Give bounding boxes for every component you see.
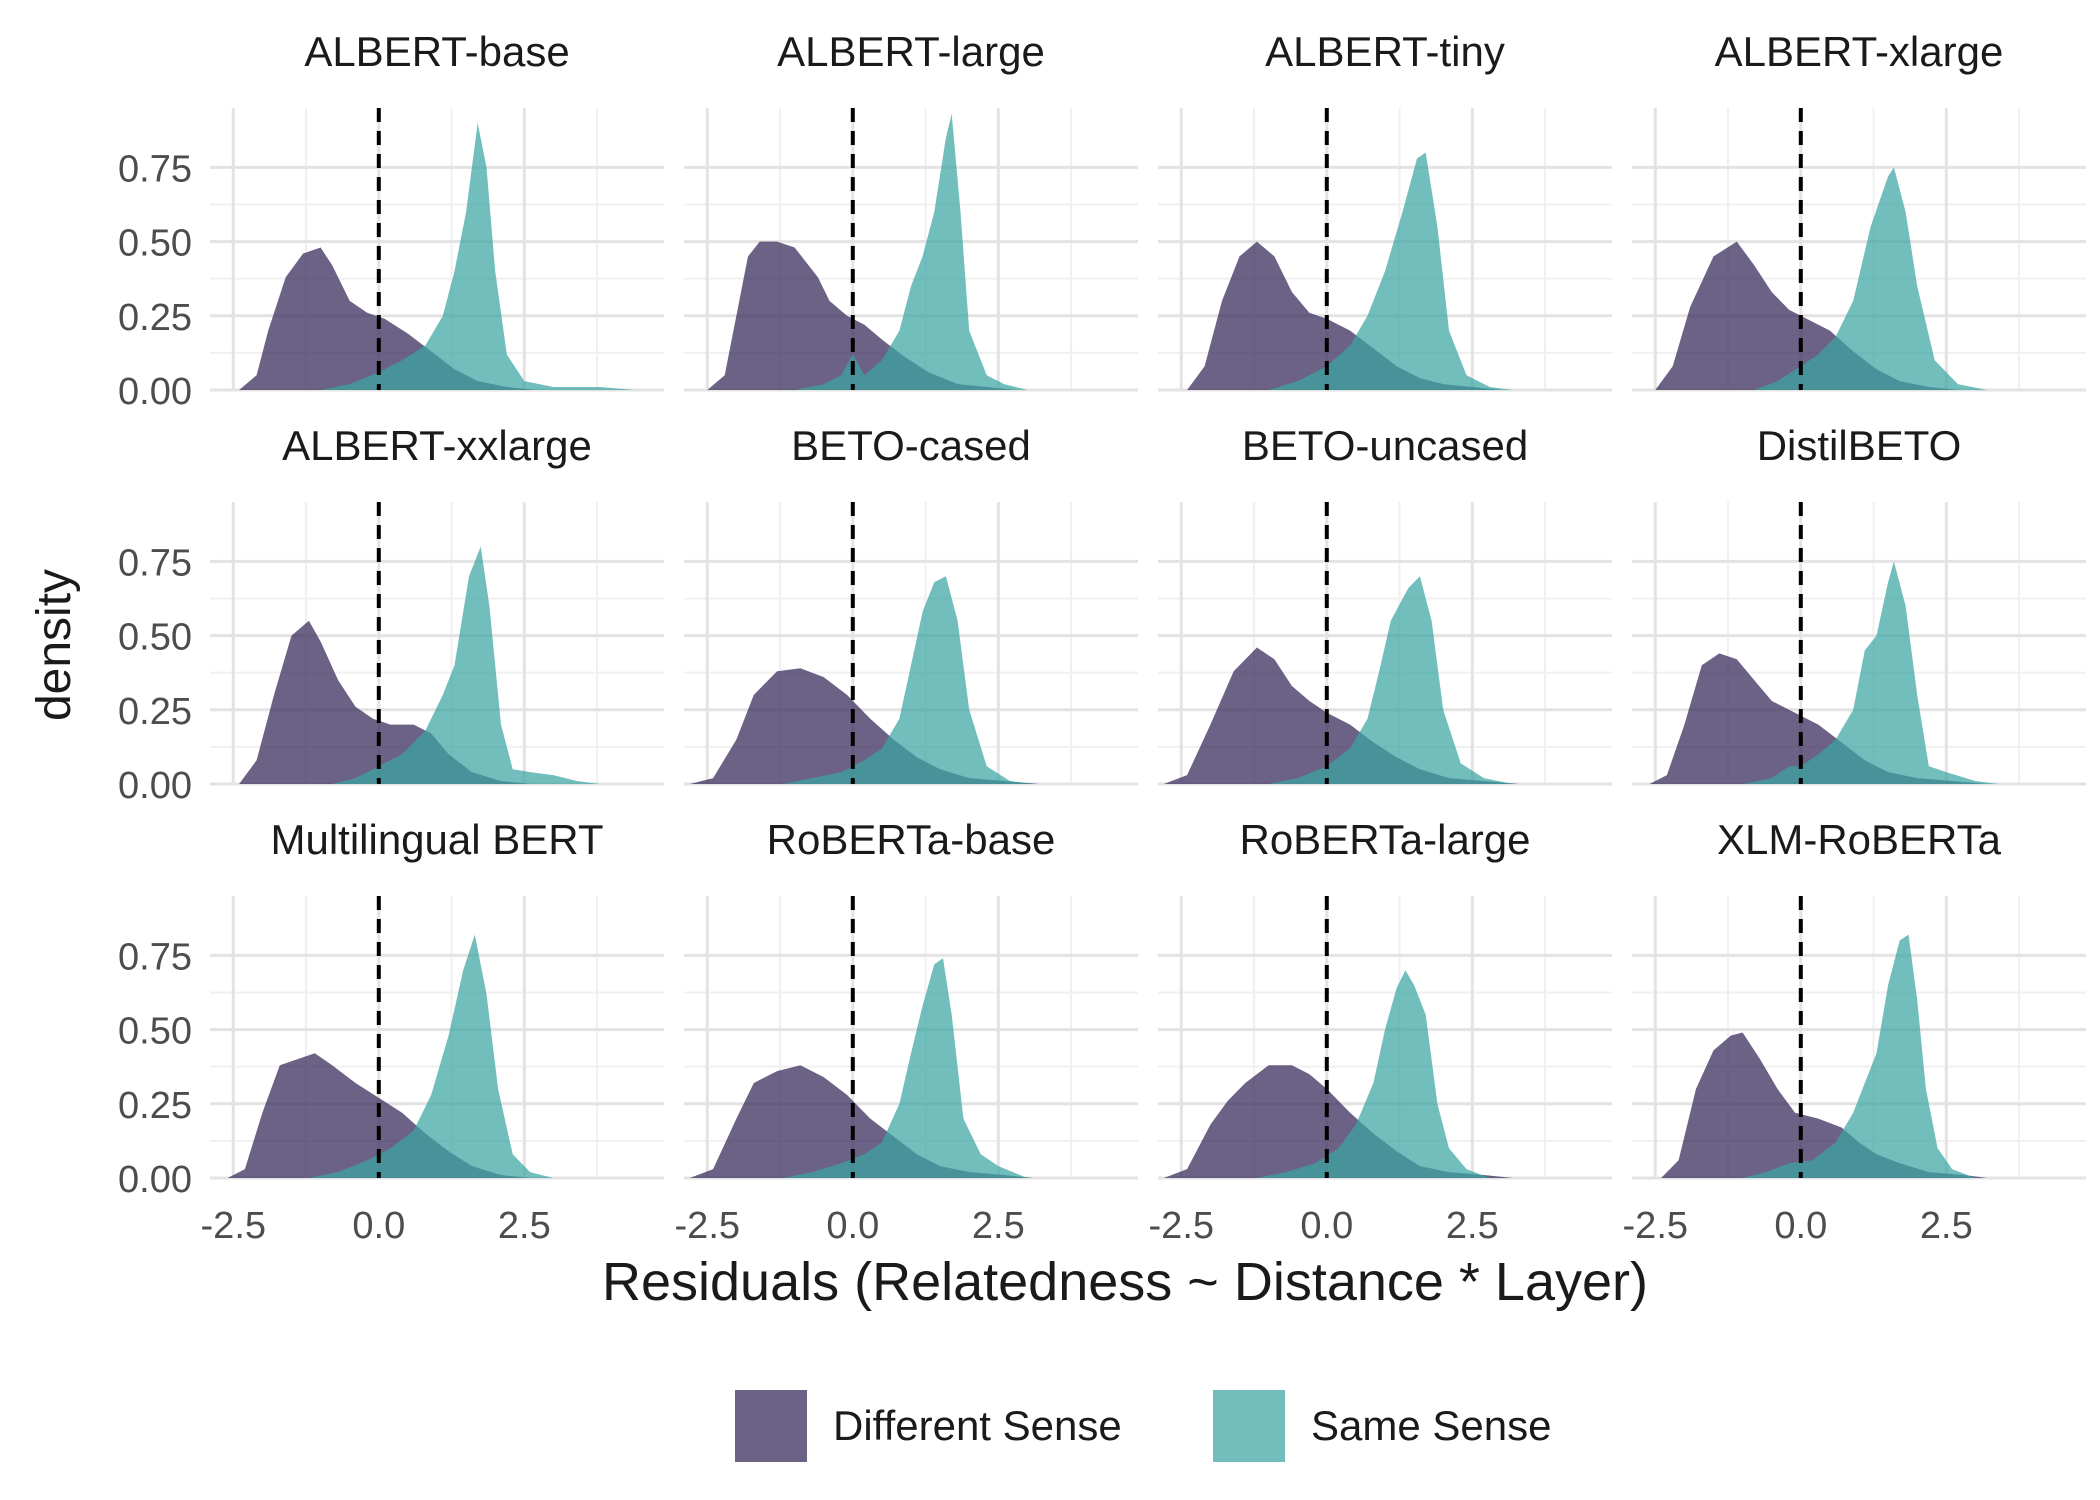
panel-beto-cased: BETO-cased [684, 422, 1138, 786]
legend: Different Sense Same Sense [735, 1390, 1551, 1462]
density-different-sense [239, 247, 536, 390]
y-tick-label: 0.75 [118, 936, 192, 978]
density-different-sense [689, 1065, 1034, 1178]
density-same-sense [794, 113, 1028, 391]
density-same-sense [1742, 561, 1999, 784]
density-different-sense [689, 668, 1040, 784]
legend-swatch-same-sense [1213, 1390, 1285, 1462]
facet-title: ALBERT-tiny [1265, 28, 1505, 75]
facet-title: BETO-uncased [1242, 422, 1528, 469]
y-tick-label: 0.25 [118, 1085, 192, 1127]
x-tick-label: -2.5 [201, 1205, 266, 1247]
density-same-sense [1256, 970, 1490, 1178]
y-tick-label: 0.50 [118, 617, 192, 659]
density-same-sense [782, 958, 1028, 1178]
density-same-sense [1268, 576, 1514, 784]
facet-title: RoBERTa-base [767, 816, 1056, 863]
panel-albert-large: ALBERT-large [684, 28, 1138, 392]
y-tick-label: 0.00 [118, 765, 192, 807]
y-tick-label: 0.50 [118, 1011, 192, 1053]
x-tick-label: 0.0 [1774, 1205, 1827, 1247]
x-tick-label: -2.5 [1623, 1205, 1688, 1247]
x-tick-label: 2.5 [972, 1205, 1025, 1247]
x-tick-label: 0.0 [1300, 1205, 1353, 1247]
y-tick-label: 0.25 [118, 297, 192, 339]
density-different-sense [239, 620, 531, 784]
density-different-sense [707, 241, 1016, 390]
density-different-sense [1649, 653, 1988, 784]
density-same-sense [332, 546, 600, 784]
x-tick-label: -2.5 [675, 1205, 740, 1247]
facet-title: BETO-cased [791, 422, 1031, 469]
panel-multilingual-bert: Multilingual BERT 0.00 0.25 0.50 0.75 -2.5 0.0… [118, 816, 664, 1247]
y-tick-label: 0.00 [118, 371, 192, 413]
panel-albert-tiny: ALBERT-tiny [1158, 28, 1612, 392]
y-tick-label: 0.25 [118, 691, 192, 733]
facet-title: DistilBETO [1757, 422, 1962, 469]
density-different-sense [1661, 1032, 1988, 1178]
facet-title: ALBERT-xxlarge [282, 422, 592, 469]
x-tick-label: 2.5 [498, 1205, 551, 1247]
facet-title: ALBERT-large [777, 28, 1045, 75]
y-tick-label: 0.50 [118, 223, 192, 265]
density-same-sense [320, 122, 635, 391]
density-different-sense [1187, 241, 1502, 390]
facet-title: ALBERT-base [304, 28, 569, 75]
facet-panels: ALBERT-base 0.00 0.25 0.50 0.75 ALBERT-large A… [118, 28, 2086, 1247]
density-different-sense [1163, 647, 1519, 784]
x-tick-label: 0.0 [352, 1205, 405, 1247]
density-different-sense [1163, 1065, 1514, 1178]
density-same-sense [1754, 167, 1988, 390]
y-tick-label: 0.75 [118, 148, 192, 190]
facet-title: ALBERT-xlarge [1715, 28, 2004, 75]
x-tick-label: -2.5 [1149, 1205, 1214, 1247]
density-same-sense [1742, 934, 1976, 1178]
panel-distilbeto: DistilBETO [1632, 422, 2086, 786]
panel-xlm-roberta: XLM-RoBERTa -2.5 0.0 2.5 [1623, 816, 2086, 1247]
y-tick-label: 0.00 [118, 1159, 192, 1201]
x-tick-label: 2.5 [1920, 1205, 1973, 1247]
x-tick-label: 0.0 [826, 1205, 879, 1247]
density-same-sense [1268, 152, 1514, 390]
panel-albert-xxlarge: ALBERT-xxlarge 0.00 0.25 0.50 0.75 [118, 422, 664, 807]
density-different-sense [1655, 241, 1958, 390]
y-tick-label: 0.75 [118, 542, 192, 584]
density-same-sense [782, 576, 1034, 784]
facet-title: XLM-RoBERTa [1717, 816, 2002, 863]
facet-title: Multilingual BERT [270, 816, 603, 863]
panel-beto-uncased: BETO-uncased [1158, 422, 1612, 786]
y-axis-label: density [28, 569, 81, 721]
legend-swatch-different-sense [735, 1390, 807, 1462]
panel-albert-xlarge: ALBERT-xlarge [1632, 28, 2086, 392]
x-axis-label: Residuals (Relatedness ~ Distance * Laye… [602, 1252, 1648, 1312]
panel-roberta-base: RoBERTa-base -2.5 0.0 2.5 [675, 816, 1138, 1247]
density-same-sense [308, 934, 554, 1178]
panel-albert-base: ALBERT-base 0.00 0.25 0.50 0.75 [118, 28, 664, 413]
legend-label-same-sense: Same Sense [1311, 1402, 1551, 1449]
facet-title: RoBERTa-large [1239, 816, 1530, 863]
panel-roberta-large: RoBERTa-large -2.5 0.0 2.5 [1149, 816, 1612, 1247]
x-tick-label: 2.5 [1446, 1205, 1499, 1247]
legend-label-different-sense: Different Sense [833, 1402, 1122, 1449]
